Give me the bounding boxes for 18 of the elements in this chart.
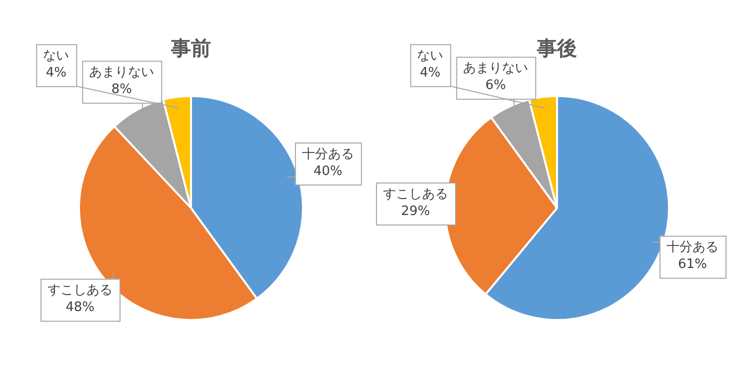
chart-title: 事後 — [536, 36, 577, 60]
slice-label: すこしある — [48, 283, 113, 298]
chart-title: 事前 — [170, 36, 211, 60]
slice-label: ない — [417, 48, 444, 64]
data-label: 4% — [46, 66, 66, 81]
slice-label: ない — [43, 48, 70, 64]
slice-label: 十分ある — [302, 146, 354, 162]
data-label: 61% — [678, 257, 707, 272]
data-label: 29% — [401, 204, 430, 219]
data-label: 48% — [66, 300, 94, 316]
data-label: 40% — [314, 164, 342, 179]
data-label: 4% — [420, 66, 440, 81]
slice-label: あまりない — [89, 65, 154, 80]
slice-label: 十分ある — [666, 240, 718, 256]
slice-label: あまりない — [463, 61, 528, 76]
data-label: 8% — [111, 82, 132, 98]
data-label: 6% — [485, 78, 506, 94]
slice-label: すこしある — [383, 186, 448, 202]
